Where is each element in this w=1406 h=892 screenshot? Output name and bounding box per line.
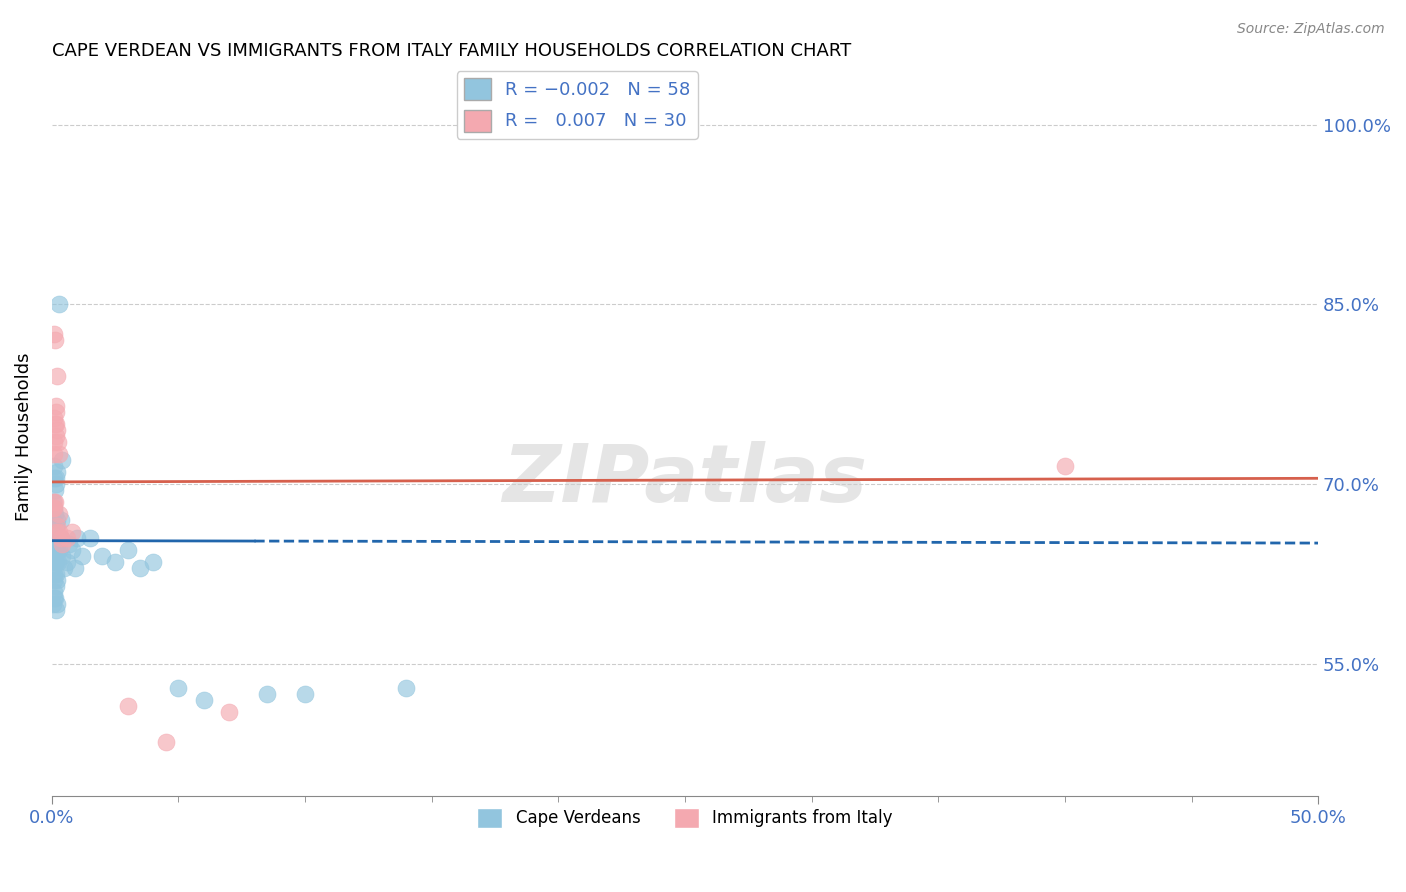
Point [129, 561, 152, 575]
Point [60, 543, 83, 558]
Point [117, 699, 139, 714]
Point [44, 459, 66, 474]
Point [48, 525, 70, 540]
Point [51, 549, 73, 564]
Point [42, 495, 65, 509]
Y-axis label: Family Households: Family Households [15, 352, 32, 521]
Point [42, 495, 65, 509]
Point [48, 543, 70, 558]
Point [60, 525, 83, 540]
Point [45, 417, 67, 432]
Point [42, 411, 65, 425]
Point [48, 508, 70, 522]
Point [46, 435, 69, 450]
Point [45, 405, 67, 419]
Point [42, 561, 65, 575]
Point [51, 453, 73, 467]
Point [142, 555, 165, 569]
Point [45, 423, 67, 437]
Point [45, 513, 67, 527]
Point [46, 543, 69, 558]
Point [49, 531, 72, 545]
Point [45, 525, 67, 540]
Point [42, 567, 65, 582]
Point [45, 579, 67, 593]
Point [395, 681, 418, 695]
Point [42, 471, 65, 485]
Point [45, 466, 67, 480]
Point [45, 573, 67, 587]
Point [44, 549, 66, 564]
Point [79, 531, 101, 545]
Point [155, 735, 177, 749]
Point [45, 537, 67, 551]
Point [45, 555, 67, 569]
Point [56, 531, 79, 545]
Point [42, 447, 65, 461]
Point [44, 334, 66, 348]
Point [1053, 459, 1076, 474]
Point [42, 597, 65, 611]
Point [53, 561, 76, 575]
Point [49, 513, 72, 527]
Point [42, 501, 65, 516]
Point [91, 549, 114, 564]
Point [66, 531, 89, 545]
Point [44, 327, 66, 342]
Point [44, 417, 66, 432]
Point [45, 477, 67, 491]
Point [63, 561, 86, 575]
Point [58, 537, 80, 551]
Point [44, 555, 66, 569]
Point [42, 543, 65, 558]
Point [256, 687, 278, 701]
Point [104, 555, 127, 569]
Point [44, 508, 66, 522]
Point [44, 435, 66, 450]
Point [294, 687, 316, 701]
Point [45, 531, 67, 545]
Point [45, 519, 67, 533]
Point [42, 501, 65, 516]
Text: CAPE VERDEAN VS IMMIGRANTS FROM ITALY FAMILY HOUSEHOLDS CORRELATION CHART: CAPE VERDEAN VS IMMIGRANTS FROM ITALY FA… [52, 42, 851, 60]
Point [44, 483, 66, 498]
Point [45, 603, 67, 617]
Point [44, 573, 66, 587]
Point [44, 585, 66, 599]
Point [45, 567, 67, 582]
Point [70, 549, 93, 564]
Point [117, 543, 139, 558]
Point [42, 513, 65, 527]
Point [44, 495, 66, 509]
Point [45, 400, 67, 414]
Point [42, 591, 65, 606]
Point [48, 447, 70, 461]
Point [193, 693, 215, 707]
Point [45, 519, 67, 533]
Point [45, 471, 67, 485]
Legend: Cape Verdeans, Immigrants from Italy: Cape Verdeans, Immigrants from Italy [471, 801, 900, 835]
Point [56, 555, 79, 569]
Point [45, 429, 67, 443]
Text: Source: ZipAtlas.com: Source: ZipAtlas.com [1237, 22, 1385, 37]
Point [45, 597, 67, 611]
Point [46, 555, 69, 569]
Point [42, 531, 65, 545]
Point [45, 369, 67, 384]
Point [51, 537, 73, 551]
Point [218, 705, 240, 719]
Point [167, 681, 190, 695]
Point [44, 591, 66, 606]
Point [49, 531, 72, 545]
Point [48, 297, 70, 311]
Point [44, 501, 66, 516]
Point [44, 537, 66, 551]
Text: ZIPatlas: ZIPatlas [502, 441, 868, 518]
